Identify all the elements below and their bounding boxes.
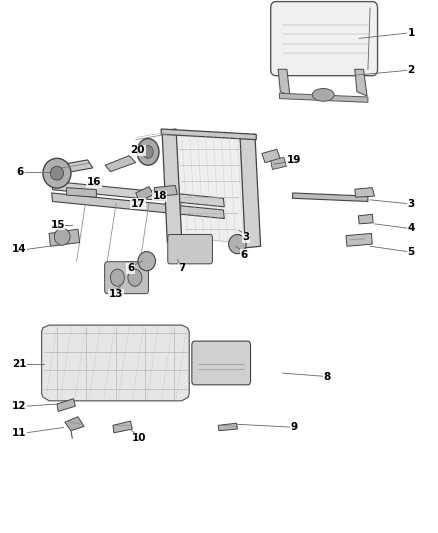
Text: 7: 7 (178, 263, 185, 273)
Text: 2: 2 (407, 66, 415, 75)
Polygon shape (105, 156, 136, 172)
Text: 17: 17 (131, 199, 145, 208)
Polygon shape (161, 129, 256, 140)
Polygon shape (162, 129, 182, 243)
Polygon shape (355, 69, 367, 96)
Ellipse shape (229, 235, 246, 254)
Polygon shape (279, 93, 368, 102)
Polygon shape (293, 193, 368, 201)
Ellipse shape (110, 269, 124, 286)
Polygon shape (113, 421, 132, 433)
Ellipse shape (312, 88, 334, 101)
Polygon shape (49, 229, 80, 246)
Text: 10: 10 (132, 433, 147, 443)
Polygon shape (176, 133, 245, 243)
Text: 9: 9 (291, 423, 298, 432)
FancyBboxPatch shape (105, 262, 148, 294)
Text: 21: 21 (12, 359, 26, 368)
Polygon shape (271, 157, 286, 169)
Text: 4: 4 (407, 223, 415, 233)
Polygon shape (154, 185, 177, 196)
Polygon shape (136, 187, 153, 201)
Polygon shape (52, 160, 93, 175)
FancyBboxPatch shape (271, 2, 378, 76)
Text: 13: 13 (109, 289, 123, 299)
Polygon shape (57, 399, 75, 411)
Polygon shape (52, 181, 224, 207)
Text: 3: 3 (242, 232, 250, 242)
Ellipse shape (128, 269, 142, 286)
Text: 18: 18 (152, 191, 167, 201)
Text: 5: 5 (407, 247, 415, 256)
Polygon shape (52, 193, 224, 219)
Text: 6: 6 (127, 263, 134, 273)
Ellipse shape (54, 228, 70, 245)
Polygon shape (355, 188, 374, 197)
Polygon shape (67, 188, 96, 197)
Ellipse shape (43, 158, 71, 188)
Polygon shape (358, 214, 373, 224)
Text: 6: 6 (240, 250, 247, 260)
Polygon shape (42, 325, 189, 401)
Text: 6: 6 (17, 167, 24, 176)
Text: 16: 16 (87, 177, 101, 187)
Ellipse shape (138, 252, 155, 271)
Text: 15: 15 (50, 220, 65, 230)
Polygon shape (278, 69, 290, 96)
Text: 20: 20 (131, 146, 145, 155)
Ellipse shape (137, 139, 159, 165)
Text: 19: 19 (287, 155, 301, 165)
FancyBboxPatch shape (192, 341, 251, 385)
Text: 14: 14 (12, 245, 26, 254)
Polygon shape (346, 233, 372, 246)
Text: 11: 11 (12, 428, 26, 438)
Ellipse shape (143, 146, 153, 158)
Text: 1: 1 (407, 28, 415, 38)
Polygon shape (240, 134, 261, 248)
Text: 3: 3 (407, 199, 415, 208)
Polygon shape (65, 417, 84, 431)
Polygon shape (218, 423, 237, 431)
Text: 12: 12 (12, 401, 26, 411)
FancyBboxPatch shape (168, 235, 212, 264)
Polygon shape (262, 149, 280, 163)
Ellipse shape (50, 166, 64, 180)
Text: 8: 8 (323, 372, 331, 382)
